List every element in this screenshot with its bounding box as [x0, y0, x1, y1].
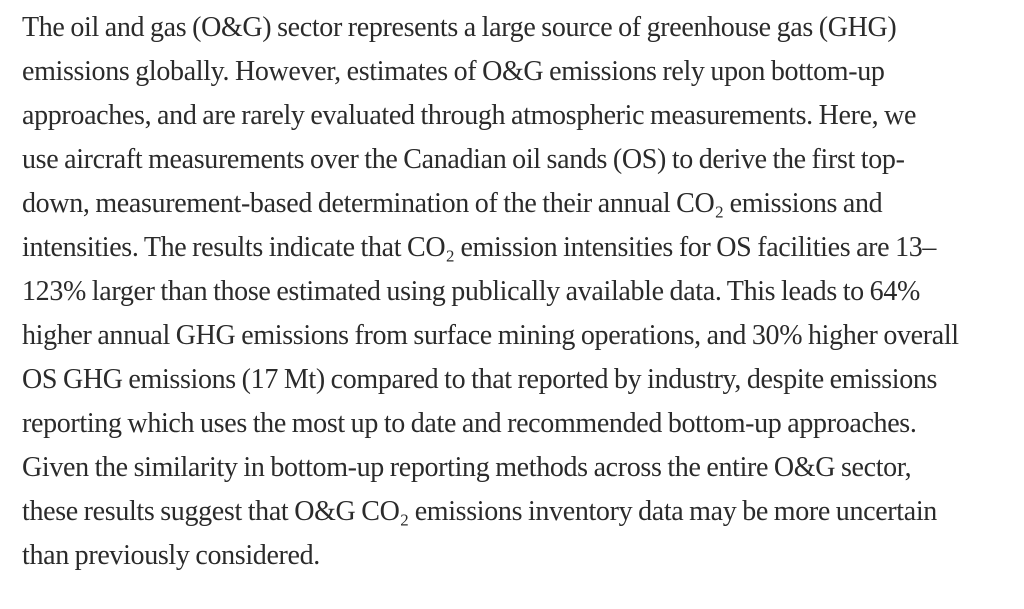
abstract-line: Given the similarity in bottom-up report…	[22, 452, 912, 483]
abstract-line: down, measurement-based determination of…	[22, 188, 883, 219]
abstract-line: approaches, and are rarely evaluated thr…	[22, 100, 917, 131]
abstract-line: reporting which uses the most up to date…	[22, 408, 917, 439]
abstract-line: intensities. The results indicate that C…	[22, 232, 937, 263]
abstract-line: these results suggest that O&G CO₂ emiss…	[22, 496, 937, 527]
abstract-line: OS GHG emissions (17 Mt) compared to tha…	[22, 364, 938, 395]
abstract-line: than previously considered.	[22, 540, 320, 571]
abstract-line: 123% larger than those estimated using p…	[22, 276, 920, 307]
abstract-line: use aircraft measurements over the Canad…	[22, 144, 905, 175]
abstract-line: The oil and gas (O&G) sector represents …	[22, 12, 897, 43]
abstract-line: higher annual GHG emissions from surface…	[22, 320, 959, 351]
abstract-line: emissions globally. However, estimates o…	[22, 56, 885, 87]
